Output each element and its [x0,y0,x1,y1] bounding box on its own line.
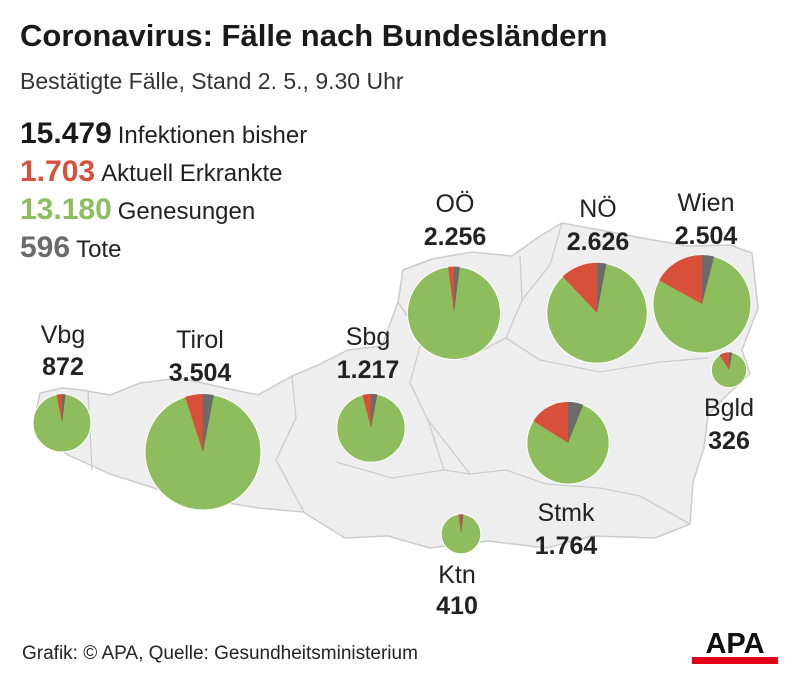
stat-active-label: Aktuell Erkrankte [101,160,283,187]
region-cases-noe: 2.626 [567,228,630,256]
pie-slice-deaths-wien [702,254,715,304]
region-name-ktn: Ktn [438,561,476,589]
pie-slice-deaths-ktn [461,514,464,534]
pie-slice-active-sbg [362,393,371,428]
region-cases-stmk: 1.764 [535,532,598,560]
region-cases-vbg: 872 [42,353,84,381]
stat-infections-label: Infektionen bisher [117,122,308,149]
region-pies [32,254,752,555]
pie-slice-deaths-bgld [729,352,733,370]
region-cases-tirol: 3.504 [169,359,232,387]
stat-deaths: 596 Tote [20,231,121,265]
pie-slice-active-vbg [56,394,62,423]
pie-slice-deaths-sbg [371,393,378,428]
pie-wien [652,254,752,354]
pie-slice-deaths-ooe [454,266,460,313]
region-name-bgld: Bgld [704,394,754,422]
source-credit: Grafik: © APA, Quelle: Gesundheitsminist… [22,643,418,664]
chart-title: Coronavirus: Fälle nach Bundesländern [20,18,608,53]
stat-recovered: 13.180 Genesungen [20,193,255,227]
pie-ktn [440,513,482,555]
region-cases-ktn: 410 [436,592,478,620]
region-labels: Vbg 872 Tirol 3.504 Sbg 1.217 OÖ 2.256 NÖ 2.626 Wi… [41,189,754,620]
pie-slice-active-ktn [458,514,461,534]
region-name-vbg: Vbg [41,321,85,349]
pie-slice-active-bgld [719,352,729,370]
pie-ooe [406,265,502,361]
region-cases-wien: 2.504 [675,222,738,250]
pie-noe [546,262,648,364]
chart-subtitle: Bestätigte Fälle, Stand 2. 5., 9.30 Uhr [20,68,404,94]
region-name-sbg: Sbg [346,323,390,351]
pie-stmk [526,401,610,485]
pie-slice-active-ooe [448,266,454,313]
pie-slice-active-tirol [185,394,203,452]
region-name-noe: NÖ [579,195,617,223]
region-cases-bgld: 326 [708,427,750,455]
region-name-tirol: Tirol [176,326,224,354]
region-name-stmk: Stmk [538,499,595,527]
stat-active: 1.703 Aktuell Erkrankte [20,155,282,189]
pie-tirol [144,393,262,511]
pie-slice-deaths-vbg [62,394,66,423]
stat-recovered-label: Genesungen [117,198,256,225]
stat-infections: 15.479 Infektionen bisher [20,117,307,151]
apa-logo: APA [692,628,778,664]
pie-sbg [336,393,406,463]
pie-slice-active-wien [659,254,702,304]
region-cases-sbg: 1.217 [337,356,400,384]
region-name-wien: Wien [678,189,735,217]
pie-slice-deaths-tirol [203,394,214,452]
stat-recovered-value: 13.180 [20,193,112,226]
apa-logo-bar [692,657,778,664]
austria-outline [35,222,759,549]
pie-slice-active-stmk [533,401,568,443]
stat-infections-value: 15.479 [20,117,112,150]
stat-deaths-label: Tote [76,236,122,263]
pie-vbg [32,393,92,453]
region-name-ooe: OÖ [436,190,475,218]
pie-slice-deaths-noe [597,262,607,313]
pie-slice-deaths-stmk [568,401,584,443]
region-cases-ooe: 2.256 [424,223,487,251]
stat-deaths-value: 596 [20,231,71,264]
apa-logo-text: APA [705,628,764,660]
pie-slice-active-noe [562,262,597,313]
stat-active-value: 1.703 [20,155,96,188]
pie-bgld [710,351,748,389]
